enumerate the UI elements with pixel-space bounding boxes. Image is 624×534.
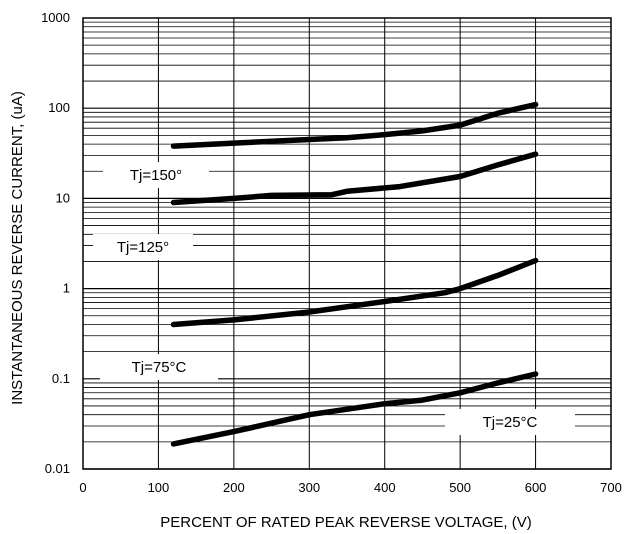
series-label-2: Tj=125° xyxy=(117,239,169,256)
series-label-3: Tj=75°C xyxy=(132,359,187,376)
y-tick-label: 1000 xyxy=(41,10,70,25)
y-tick-label: 0.1 xyxy=(52,371,70,386)
tick-labels: 0 100 200 300 400 500 600 700 0.01 0.1 1 10 100 1000 xyxy=(41,10,622,495)
x-tick-label: 100 xyxy=(148,480,170,495)
grid xyxy=(82,18,612,470)
series-line-1 xyxy=(170,101,539,149)
x-tick-label: 0 xyxy=(79,480,86,495)
x-tick-label: 500 xyxy=(449,480,471,495)
series-label-box-4 xyxy=(445,409,575,435)
y-tick-label: 100 xyxy=(48,100,70,115)
series-label-box-3 xyxy=(100,354,218,380)
series-lines xyxy=(170,101,539,447)
series-label-box-1 xyxy=(103,162,209,188)
series-label-1: Tj=150° xyxy=(130,167,182,184)
series-label-4: Tj=25°C xyxy=(483,414,538,431)
series-label-box-2 xyxy=(93,234,193,260)
y-axis-title: INSTANTANEOUS REVERSE CURRENT, (uA) xyxy=(9,91,26,405)
x-tick-label: 600 xyxy=(525,480,547,495)
series-line-4 xyxy=(170,371,539,447)
series-line-3 xyxy=(170,257,539,328)
x-axis-title: PERCENT OF RATED PEAK REVERSE VOLTAGE, (… xyxy=(160,514,531,531)
y-tick-label: 0.01 xyxy=(45,461,70,476)
series-line-2 xyxy=(170,151,539,206)
plot-frame xyxy=(82,17,612,470)
y-tick-label: 1 xyxy=(63,281,70,296)
x-tick-label: 700 xyxy=(600,480,622,495)
axes xyxy=(82,17,612,470)
y-tick-label: 10 xyxy=(56,190,70,205)
x-tick-label: 300 xyxy=(298,480,320,495)
x-tick-label: 200 xyxy=(223,480,245,495)
x-tick-label: 400 xyxy=(374,480,396,495)
series-labels: Tj=150° Tj=125° Tj=75°C Tj=25°C xyxy=(93,162,575,435)
